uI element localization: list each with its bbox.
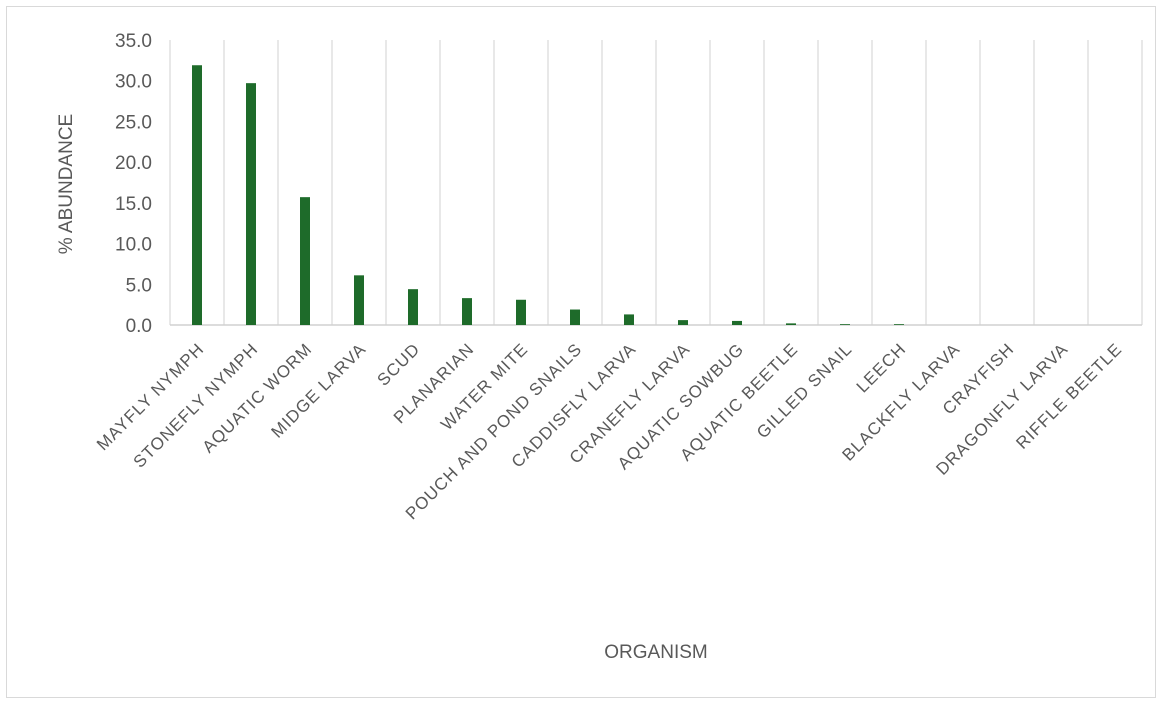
- y-tick-label: 35.0: [115, 31, 152, 52]
- x-tick-label: SCUD: [374, 339, 424, 389]
- bar: [408, 289, 418, 325]
- bar: [786, 323, 796, 325]
- y-tick-label: 0.0: [126, 316, 152, 337]
- y-tick-label: 15.0: [115, 194, 152, 215]
- gridlines: [169, 40, 1143, 325]
- bar: [354, 275, 364, 325]
- bar: [462, 298, 472, 325]
- bar: [300, 197, 310, 325]
- bar: [516, 299, 526, 325]
- bar: [192, 65, 202, 325]
- y-tick-label: 5.0: [126, 275, 152, 296]
- bar: [894, 324, 904, 325]
- bar: [678, 320, 688, 325]
- x-axis-title: ORGANISM: [604, 642, 707, 663]
- bar: [246, 83, 256, 326]
- x-tick-label: GILLED SNAIL: [753, 339, 856, 442]
- x-tick-label: MIDGE LARVA: [268, 339, 370, 441]
- y-tick-label: 20.0: [115, 153, 152, 174]
- bar: [570, 309, 580, 325]
- y-tick-label: 30.0: [115, 72, 152, 93]
- bar: [624, 314, 634, 325]
- y-tick-label: 25.0: [115, 112, 152, 133]
- bars: [192, 65, 904, 326]
- bar: [840, 324, 850, 325]
- bar: [732, 320, 742, 325]
- y-axis-title: % ABUNDANCE: [56, 114, 77, 254]
- y-tick-label: 10.0: [115, 235, 152, 256]
- x-tick-label: RIFFLE BEETLE: [1012, 339, 1125, 452]
- y-axis-ticks: 0.0 5.0 10.0 15.0 20.0 25.0 30.0 35.0: [115, 31, 152, 337]
